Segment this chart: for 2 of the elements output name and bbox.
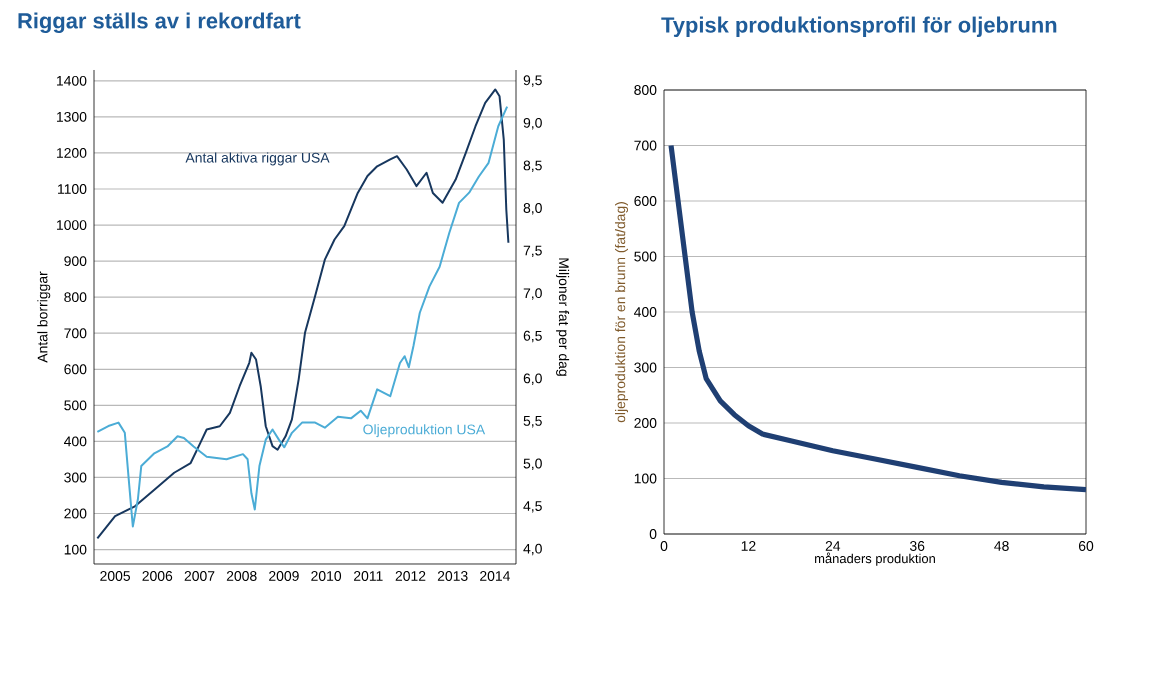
chart-title: Typisk produktionsprofil för oljebrunn — [661, 16, 1057, 37]
chart-title: Riggar ställs av i rekordfart — [18, 12, 301, 34]
